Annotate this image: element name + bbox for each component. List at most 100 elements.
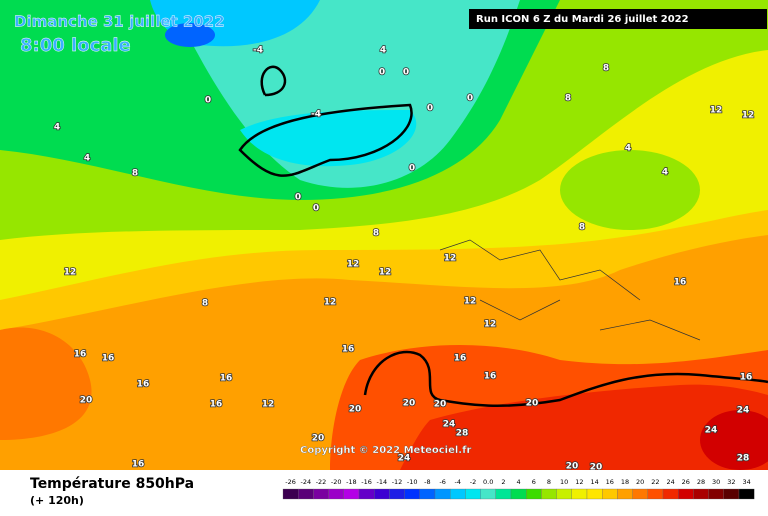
contour-label: 0 <box>467 94 473 104</box>
contour-label: 8 <box>132 169 138 179</box>
scale-label: 8 <box>547 478 551 486</box>
contour-label: 4 <box>662 168 668 178</box>
scale-label: 16 <box>606 478 614 486</box>
contour-label: 12 <box>347 260 360 270</box>
map <box>0 0 768 470</box>
contour-label: 0 <box>403 68 409 78</box>
contour-label: 4 <box>380 46 386 56</box>
scale-label: 4 <box>517 478 521 486</box>
contour-label: 16 <box>132 460 145 470</box>
coast <box>260 65 287 97</box>
scale-label: -12 <box>392 478 403 486</box>
scale-swatch <box>647 488 664 500</box>
contour-label: 12 <box>742 111 755 121</box>
scale-label: 0.0 <box>483 478 493 486</box>
scale-label: 18 <box>621 478 629 486</box>
run: Run ICON 6 Z du Mardi 26 juillet 2022 <box>476 14 689 25</box>
scale-label: -26 <box>285 478 296 486</box>
scale-swatch <box>343 488 360 500</box>
scale-swatch <box>450 488 466 500</box>
contour-label: 16 <box>342 345 355 355</box>
contour-label: 20 <box>526 399 539 409</box>
scale-label: 24 <box>666 478 674 486</box>
green-patch <box>560 150 700 230</box>
scale-swatch <box>480 488 496 500</box>
scale-swatch <box>678 488 694 500</box>
scale-swatch <box>328 488 344 500</box>
contour-label: -4 <box>253 46 263 56</box>
contour-label: 8 <box>373 229 379 239</box>
band-28 <box>700 410 768 470</box>
contour-label: 20 <box>80 396 93 406</box>
contour-label: 16 <box>740 373 753 383</box>
scale-swatch <box>389 488 405 500</box>
contour-label: 24 <box>705 426 718 436</box>
scale-label: 26 <box>682 478 690 486</box>
contour-label: 20 <box>403 399 416 409</box>
contour-label: 12 <box>444 254 457 264</box>
contour-label: 0 <box>295 193 301 203</box>
scale-label: -6 <box>439 478 445 486</box>
cold-core <box>165 23 215 47</box>
isotherm-20 <box>363 350 768 408</box>
contour-label: 0 <box>313 204 319 214</box>
scale-label: -8 <box>424 478 430 486</box>
contour-label: 12 <box>324 298 337 308</box>
scale-label: 20 <box>636 478 644 486</box>
scale-swatch <box>434 488 451 500</box>
scale-swatch <box>632 488 648 500</box>
contour-label: 16 <box>210 400 223 410</box>
scale-label: 6 <box>532 478 536 486</box>
contour-label: 24 <box>398 454 411 464</box>
contour-label: 0 <box>379 68 385 78</box>
contour-label: 4 <box>54 123 60 133</box>
footer-title: Température 850hPa <box>30 476 194 492</box>
contour-label: 4 <box>84 154 90 164</box>
contour-label: 16 <box>102 354 115 364</box>
scale-label: -2 <box>470 478 476 486</box>
contour-label: 24 <box>737 406 750 416</box>
scale-label: 30 <box>712 478 720 486</box>
contour-label: 8 <box>202 299 208 309</box>
contour-label: 8 <box>579 223 585 233</box>
atlantic-warm <box>0 327 92 440</box>
contour-label: 0 <box>205 96 211 106</box>
scale-swatch <box>526 488 542 500</box>
contour-label: 16 <box>484 372 497 382</box>
time: 8:00 locale <box>20 35 131 56</box>
contour-label: 28 <box>456 429 469 439</box>
scale-label: 32 <box>727 478 735 486</box>
scale-label: -22 <box>316 478 327 486</box>
contour-label: 20 <box>312 434 325 444</box>
scale-swatch <box>556 488 572 500</box>
contour-label: 8 <box>565 94 571 104</box>
contour-label: 12 <box>64 268 77 278</box>
scale-swatch <box>313 488 329 500</box>
scale-swatch <box>662 488 679 500</box>
contour-label: 0 <box>427 104 433 114</box>
scale-label: 14 <box>590 478 598 486</box>
scale-label: -10 <box>407 478 418 486</box>
contour-label: 16 <box>74 350 87 360</box>
scale-swatch <box>602 488 618 500</box>
contour-label: 20 <box>349 405 362 415</box>
scale-label: -24 <box>300 478 311 486</box>
contour-label: 24 <box>443 420 456 430</box>
scale-swatch <box>723 488 740 500</box>
scale-swatch <box>374 488 390 500</box>
scale-swatch <box>282 488 299 500</box>
run-box <box>469 9 767 29</box>
footer-lead: (+ 120h) <box>30 494 84 507</box>
contour-label: 28 <box>737 454 750 464</box>
contour-label: 16 <box>137 380 150 390</box>
scale-swatch <box>708 488 724 500</box>
contour-label: 20 <box>590 463 603 473</box>
scale-swatch <box>617 488 633 500</box>
scale-label: 34 <box>742 478 750 486</box>
scale-swatch <box>358 488 375 500</box>
scale-label: -14 <box>376 478 387 486</box>
scale-swatch <box>693 488 709 500</box>
scale-label: 12 <box>575 478 583 486</box>
contour-label: 16 <box>674 278 687 288</box>
